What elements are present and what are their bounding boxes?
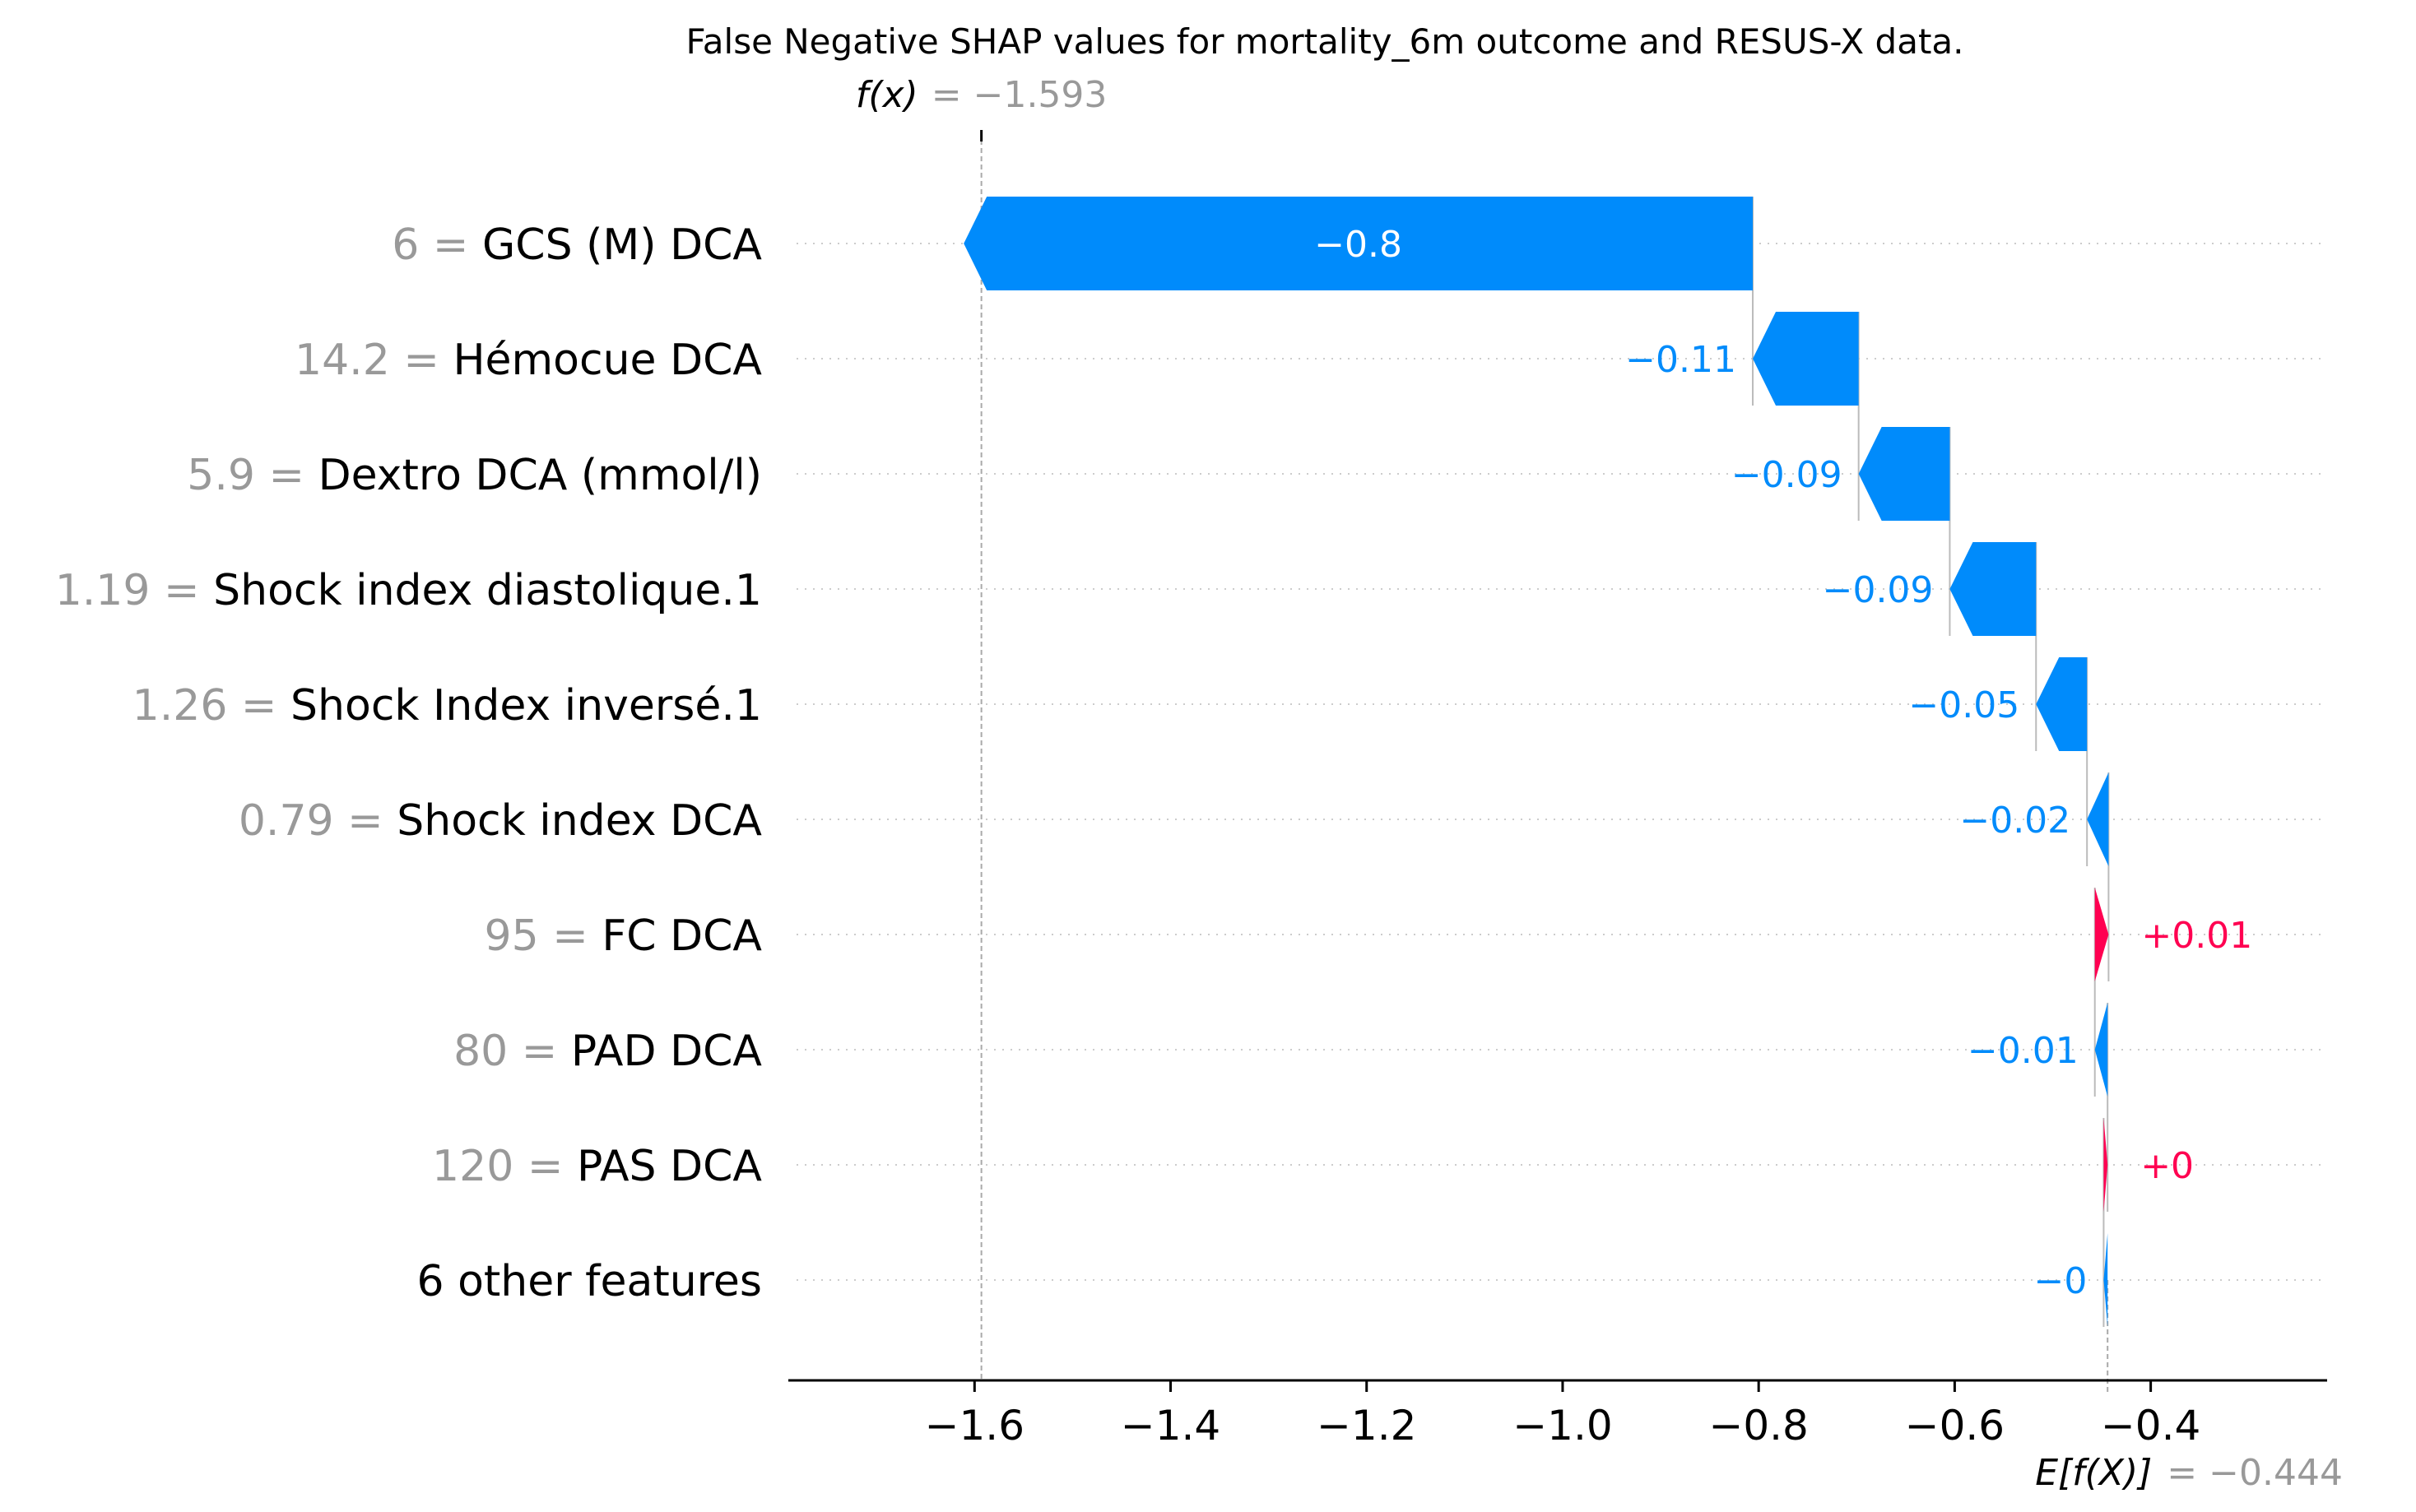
feature-label: 95 = FC DCA <box>485 911 763 961</box>
feature-label: 5.9 = Dextro DCA (mmol/l) <box>187 451 762 500</box>
x-tick-label: −0.4 <box>2101 1402 2200 1449</box>
grid-layer <box>797 243 2327 1281</box>
feature-name: Shock Index inversé.1 <box>290 681 762 730</box>
bar-value-label: −0 <box>2034 1260 2088 1302</box>
feature-value: 1.19 = <box>55 566 213 615</box>
feature-label: 14.2 = Hémocue DCA <box>295 336 762 385</box>
shap-bar <box>2036 657 2088 751</box>
feature-value: 5.9 = <box>187 451 318 500</box>
feature-labels: 6 = GCS (M) DCA 14.2 = Hémocue DCA 5.9 = D… <box>55 220 763 1306</box>
feature-label: 120 = PAS DCA <box>432 1142 762 1191</box>
feature-label: 1.19 = Shock index diastolique.1 <box>55 566 762 615</box>
feature-label: 1.26 = Shock Index inversé.1 <box>132 681 762 730</box>
feature-label: 6 = GCS (M) DCA <box>392 220 762 270</box>
shap-bar <box>2103 1233 2108 1327</box>
shap-bar <box>1753 312 1859 406</box>
shap-bar <box>964 197 1754 290</box>
feature-name: GCS (M) DCA <box>482 220 762 270</box>
efx-name: E[f(X)] <box>2035 1452 2152 1494</box>
x-tick-label: −0.6 <box>1905 1402 2005 1449</box>
fx-name: f(x) <box>856 74 918 116</box>
bar-value-label: +0 <box>2140 1145 2194 1187</box>
shap-bar <box>1949 542 2037 636</box>
x-tick-label: −1.4 <box>1121 1402 1220 1449</box>
x-tick-label: −1.0 <box>1512 1402 1612 1449</box>
x-axis: −1.6 −1.4 −1.2 −1.0 −0.8 −0.6 −0.4 <box>788 1379 2327 1449</box>
shap-bar <box>2103 1118 2108 1212</box>
bar-value-label: −0.02 <box>1959 800 2070 842</box>
x-tick-label: −1.6 <box>925 1402 1024 1449</box>
bar-value-label: +0.01 <box>2141 915 2252 957</box>
shap-bar <box>2087 772 2109 866</box>
feature-label: 80 = PAD DCA <box>453 1027 762 1076</box>
feature-value: 0.79 = <box>239 796 397 846</box>
svg-text:f(x) = −1.593: f(x) = −1.593 <box>856 74 1108 116</box>
feature-name: 6 other features <box>416 1257 762 1306</box>
feature-value: 95 = <box>485 911 602 961</box>
x-tick-label: −1.2 <box>1317 1402 1416 1449</box>
fx-value: = −1.593 <box>932 74 1108 116</box>
bar-value-label: −0.05 <box>1908 684 2019 726</box>
bar-value-label: −0.09 <box>1823 569 1934 611</box>
feature-value: 1.26 = <box>132 681 290 730</box>
feature-name: Shock index diastolique.1 <box>213 566 762 615</box>
bar-value-label: −0.8 <box>1314 224 1402 266</box>
feature-value: 14.2 = <box>295 336 453 385</box>
feature-label: 6 other features <box>416 1257 762 1306</box>
feature-value: 80 = <box>453 1027 571 1076</box>
feature-name: FC DCA <box>602 911 762 961</box>
reference-lines <box>980 130 2110 1394</box>
feature-name: Hémocue DCA <box>453 336 762 385</box>
svg-text:E[f(X)] = −0.444: E[f(X)] = −0.444 <box>2035 1452 2343 1494</box>
feature-value: 6 = <box>392 220 482 270</box>
fx-annotation: f(x) = −1.593 <box>856 74 1108 116</box>
x-tick-label: −0.8 <box>1708 1402 1808 1449</box>
feature-name: Shock index DCA <box>397 796 762 846</box>
bar-value-label: −0.09 <box>1731 454 1842 496</box>
feature-value: 120 = <box>432 1142 577 1191</box>
shap-bar <box>2094 888 2109 981</box>
bar-value-label: −0.11 <box>1625 339 1736 381</box>
bar-value-label: −0.01 <box>1968 1030 2079 1072</box>
shap-bar <box>1858 427 1950 521</box>
shap-bar <box>2094 1003 2108 1097</box>
bars-layer: −0.8 −0.11 −0.09 −0.09 −0.05 −0.02 +0.01 −0.01 +… <box>964 197 2252 1327</box>
feature-name: Dextro DCA (mmol/l) <box>318 451 762 500</box>
chart-title: False Negative SHAP values for mortality… <box>685 21 1963 62</box>
efx-annotation: E[f(X)] = −0.444 <box>2035 1452 2343 1494</box>
feature-name: PAD DCA <box>571 1027 763 1076</box>
feature-name: PAS DCA <box>577 1142 762 1191</box>
efx-value: = −0.444 <box>2167 1452 2343 1494</box>
feature-label: 0.79 = Shock index DCA <box>239 796 763 846</box>
